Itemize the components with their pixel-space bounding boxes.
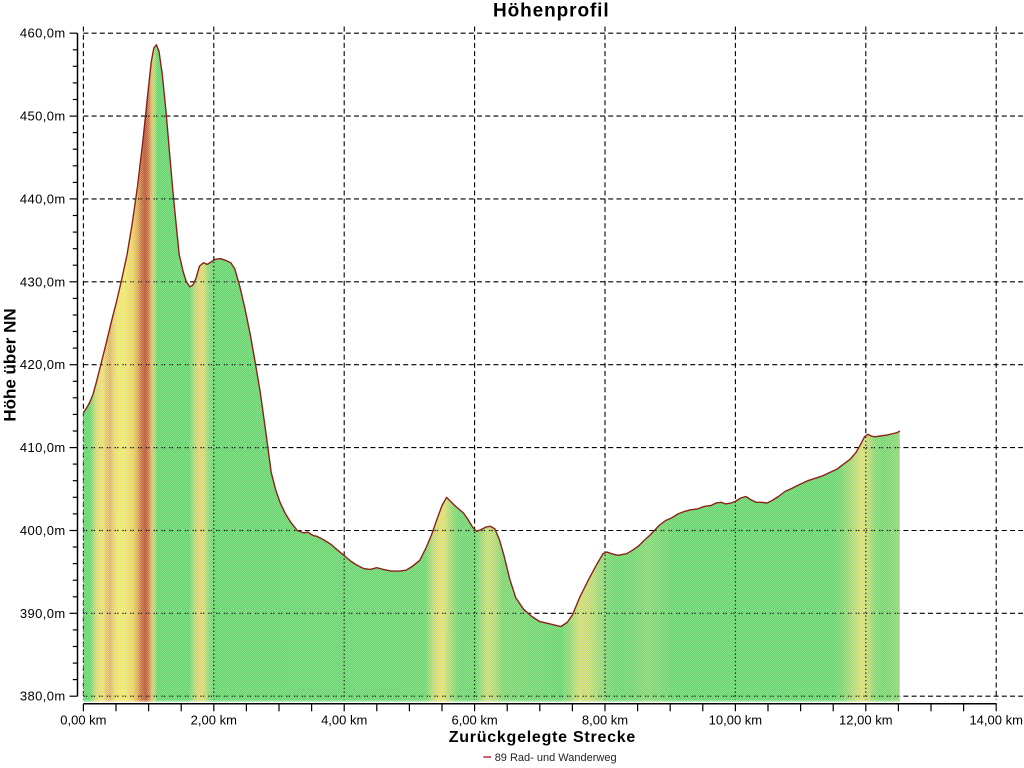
svg-text:460,0m: 460,0m — [20, 26, 66, 41]
svg-text:6,00 km: 6,00 km — [451, 713, 497, 728]
svg-text:Höhe über NN: Höhe über NN — [1, 308, 20, 421]
svg-text:390,0m: 390,0m — [20, 606, 66, 621]
svg-text:400,0m: 400,0m — [20, 523, 66, 538]
svg-text:410,0m: 410,0m — [20, 440, 66, 455]
svg-text:4,00 km: 4,00 km — [321, 713, 367, 728]
svg-text:89 Rad- und Wanderweg: 89 Rad- und Wanderweg — [495, 752, 617, 764]
svg-text:420,0m: 420,0m — [20, 357, 66, 372]
svg-text:12,00 km: 12,00 km — [839, 713, 892, 728]
svg-text:2,00 km: 2,00 km — [191, 713, 237, 728]
svg-text:450,0m: 450,0m — [20, 109, 66, 124]
svg-text:0,00 km: 0,00 km — [60, 713, 106, 728]
svg-text:10,00 km: 10,00 km — [709, 713, 762, 728]
svg-text:Höhenprofil: Höhenprofil — [493, 1, 610, 22]
svg-text:430,0m: 430,0m — [20, 274, 66, 289]
svg-text:Zurückgelegte Strecke: Zurückgelegte Strecke — [449, 729, 636, 746]
svg-text:380,0m: 380,0m — [20, 689, 66, 704]
svg-text:14,00 km: 14,00 km — [969, 713, 1022, 728]
svg-text:8,00 km: 8,00 km — [582, 713, 628, 728]
svg-text:440,0m: 440,0m — [20, 191, 66, 206]
